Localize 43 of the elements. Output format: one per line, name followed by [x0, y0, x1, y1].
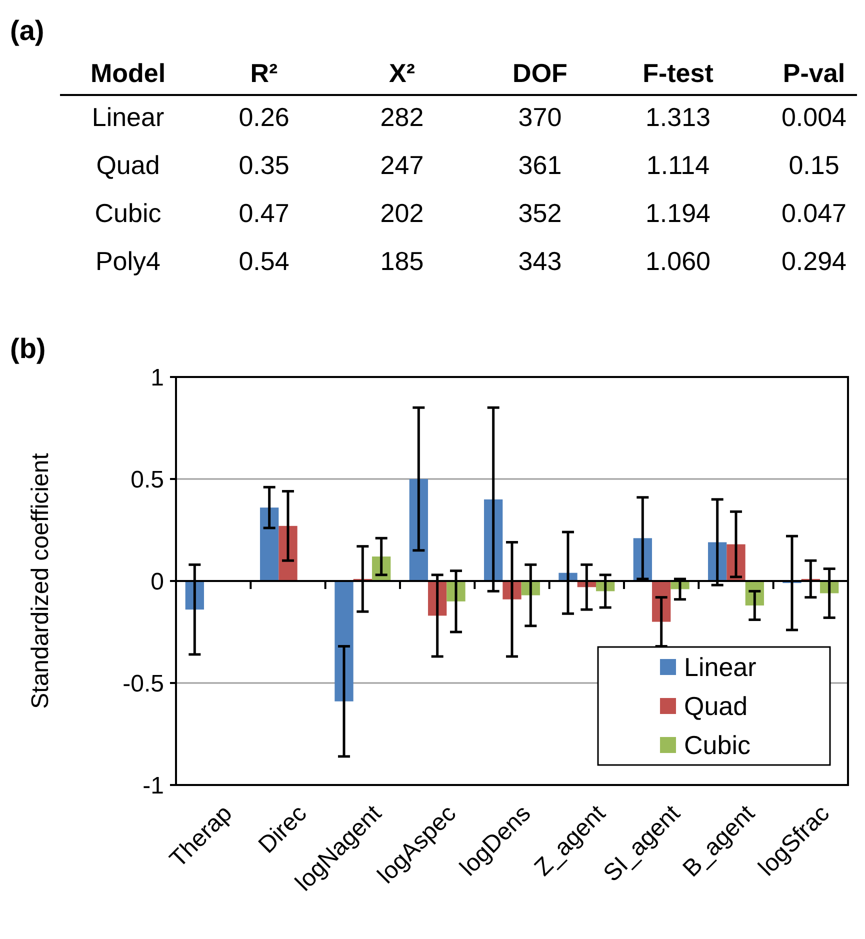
text: 0.54	[238, 246, 290, 276]
text: 282	[380, 102, 424, 132]
bar	[260, 508, 279, 581]
text: 0.47	[238, 198, 290, 228]
legend-label: Cubic	[684, 730, 750, 760]
text: 0.294	[781, 246, 847, 276]
legend-label: Linear	[684, 652, 757, 682]
category-label: F-test	[642, 58, 714, 88]
category-label: Cubic	[94, 198, 162, 228]
y-tick-label: 0.5	[130, 466, 164, 494]
text: 361	[518, 150, 562, 180]
y-tick-label: -1	[142, 772, 164, 800]
text: 1.313	[645, 102, 711, 132]
category-label: P-val	[782, 58, 846, 88]
text: 1.194	[645, 198, 711, 228]
text: 202	[380, 198, 424, 228]
y-tick-label: -0.5	[122, 670, 164, 698]
text: (a)	[10, 15, 44, 46]
category-label: Quad	[96, 150, 160, 180]
y-axis-title: Standardized coefficient	[27, 452, 54, 709]
category-label: Linear	[92, 102, 164, 132]
text: 1.114	[646, 150, 710, 180]
text: 343	[518, 246, 562, 276]
text: 0.004	[781, 102, 847, 132]
y-tick-label: 0	[150, 568, 164, 596]
bar	[334, 581, 354, 702]
text: 0.35	[238, 150, 290, 180]
category-label: Model	[90, 58, 166, 88]
category-label: R²	[250, 58, 278, 88]
text: 185	[380, 246, 424, 276]
text: 370	[518, 102, 562, 132]
text: 247	[380, 150, 424, 180]
category-label: Poly4	[95, 246, 161, 276]
text: 0.047	[781, 198, 847, 228]
chart-title: (b)	[10, 333, 46, 364]
category-label: DOF	[512, 58, 568, 88]
category-label: X²	[389, 58, 416, 88]
text: 0.26	[238, 102, 290, 132]
y-tick-label: 1	[150, 364, 164, 392]
text: 1.060	[645, 246, 711, 276]
text: 352	[518, 198, 562, 228]
legend-label: Quad	[684, 691, 748, 721]
text: 0.15	[788, 150, 840, 180]
